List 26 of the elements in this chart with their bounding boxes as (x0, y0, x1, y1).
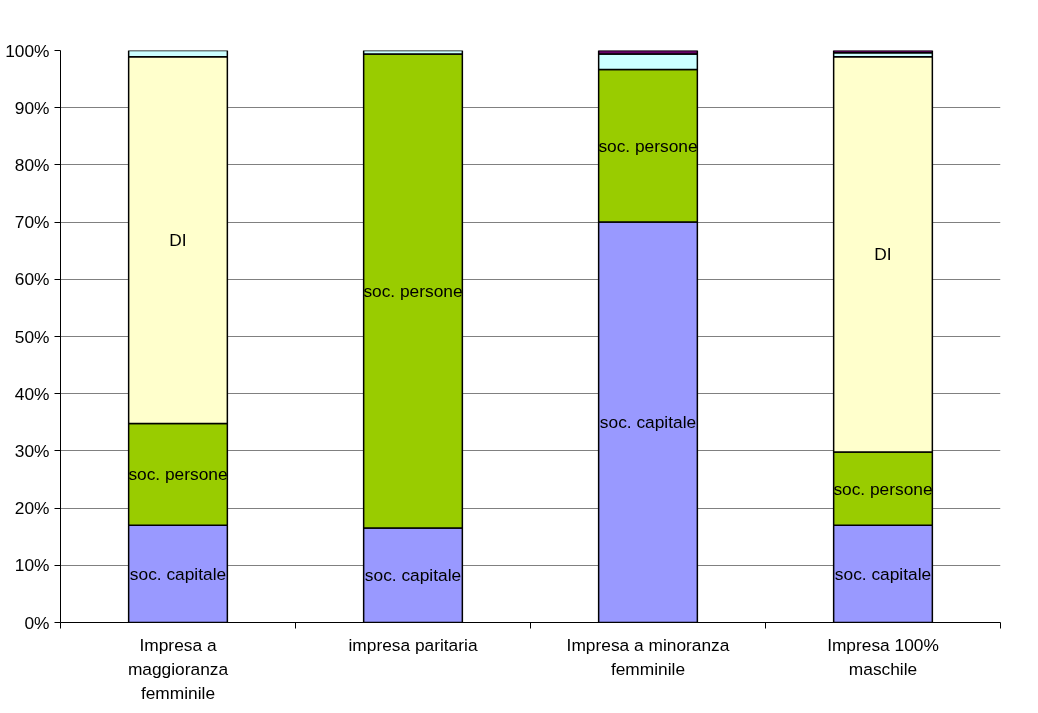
series-label: DI (169, 230, 187, 251)
y-tick-label: 90% (14, 97, 50, 118)
y-tick-label: 40% (14, 383, 50, 404)
series-label: soc. capitale (129, 563, 227, 584)
x-tick-label: impresa paritaria (348, 634, 478, 655)
text: soc. capitale (364, 565, 462, 586)
y-tick-label: 30% (14, 440, 50, 461)
y-tick-label: 80% (14, 154, 50, 175)
x-tick-label: Impresa a maggioranza femminile (127, 634, 229, 703)
text: soc. persone (598, 135, 698, 156)
bar (832, 50, 934, 54)
text: soc. persone (833, 478, 933, 499)
y-tick-label: 20% (14, 498, 50, 519)
x-tick-label: Impresa a minoranza femminile (566, 634, 730, 679)
text: DI (874, 244, 892, 265)
y-tick-label: 100% (5, 40, 50, 61)
y-tick-label: 50% (14, 326, 50, 347)
y-tick-label: 0% (24, 612, 50, 633)
text: soc. capitale (599, 412, 697, 433)
y-tick-label: 10% (14, 555, 50, 576)
y-tick-label: 60% (14, 269, 50, 290)
text: soc. persone (128, 464, 228, 485)
series-label: soc. persone (363, 281, 463, 302)
x-tick-label: Impresa 100% maschile (827, 634, 939, 679)
y-tick-label: 70% (14, 212, 50, 233)
text: soc. capitale (834, 563, 932, 584)
